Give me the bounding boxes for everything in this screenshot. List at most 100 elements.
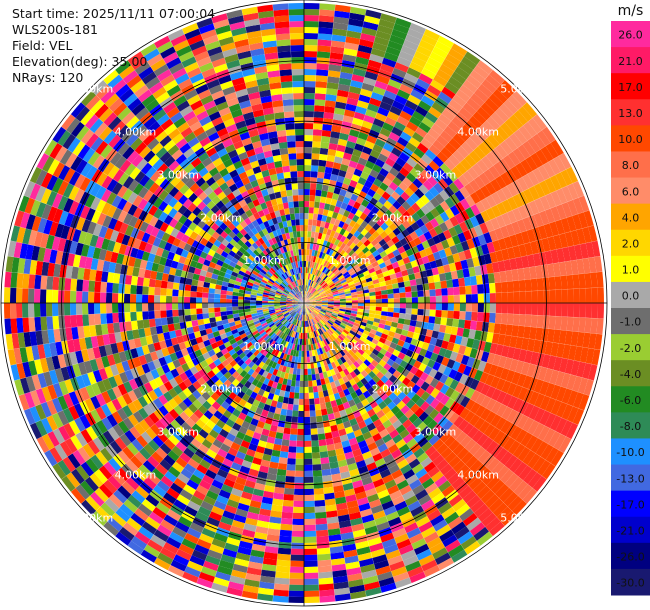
- velocity-gate: [246, 319, 254, 325]
- velocity-gate: [323, 253, 329, 261]
- velocity-gate: [280, 303, 287, 306]
- velocity-gate: [331, 251, 337, 258]
- velocity-gate: [44, 450, 58, 467]
- velocity-gate: [477, 234, 487, 246]
- velocity-gate: [267, 467, 278, 475]
- velocity-gate: [286, 328, 291, 336]
- velocity-gate: [282, 396, 289, 404]
- velocity-gate: [96, 506, 112, 522]
- velocity-gate: [338, 312, 345, 316]
- velocity-gate: [159, 340, 168, 350]
- velocity-gate: [312, 135, 322, 142]
- velocity-gate: [341, 537, 356, 546]
- velocity-gate: [242, 434, 253, 444]
- velocity-gate: [496, 390, 507, 404]
- ray-edge: [303, 302, 587, 412]
- velocity-gate: [381, 191, 391, 201]
- velocity-gate: [304, 182, 311, 190]
- ray-edge: [138, 302, 305, 558]
- velocity-gate: [134, 451, 148, 465]
- velocity-gate: [361, 352, 370, 360]
- velocity-gate: [368, 288, 376, 293]
- velocity-gate: [121, 463, 135, 477]
- velocity-gate: [375, 409, 386, 419]
- velocity-gate: [295, 307, 301, 313]
- velocity-gate: [47, 329, 56, 344]
- velocity-gate: [397, 205, 407, 215]
- velocity-gate: [401, 269, 409, 277]
- velocity-gate: [460, 451, 474, 465]
- velocity-gate: [379, 319, 387, 325]
- velocity-gate: [366, 335, 374, 342]
- velocity-gate: [469, 414, 481, 427]
- velocity-gate: [119, 321, 127, 333]
- velocity-gate: [282, 433, 291, 441]
- velocity-gate: [202, 303, 209, 309]
- velocity-gate: [371, 250, 380, 258]
- velocity-gate: [304, 446, 312, 453]
- velocity-gate: [404, 262, 413, 270]
- velocity-gate: [353, 344, 360, 352]
- velocity-gate: [473, 446, 486, 460]
- velocity-gate: [304, 189, 310, 196]
- velocity-gate: [353, 168, 363, 177]
- velocity-gate: [243, 348, 251, 356]
- velocity-gate: [244, 358, 252, 366]
- velocity-gate: [90, 454, 104, 470]
- velocity-gate: [226, 586, 243, 597]
- velocity-gate: [340, 126, 351, 135]
- velocity-gate: [355, 196, 364, 205]
- velocity-gate: [155, 325, 164, 335]
- velocity-gate: [342, 260, 349, 267]
- velocity-gate: [345, 247, 353, 254]
- velocity-gate: [275, 571, 290, 579]
- velocity-gate: [486, 457, 500, 472]
- velocity-gate: [526, 228, 536, 243]
- velocity-gate: [310, 165, 319, 172]
- velocity-gate: [385, 46, 401, 57]
- velocity-gate: [254, 531, 268, 541]
- velocity-gate: [189, 474, 202, 485]
- velocity-gate: [293, 398, 299, 405]
- velocity-gate: [300, 362, 304, 369]
- velocity-gate: [230, 442, 241, 451]
- velocity-gate: [284, 328, 289, 335]
- velocity-gate: [357, 303, 365, 307]
- velocity-gate: [250, 308, 257, 312]
- velocity-gate: [182, 334, 190, 342]
- velocity-gate: [259, 318, 266, 323]
- velocity-gate: [399, 360, 408, 369]
- ray-edge: [303, 302, 530, 506]
- velocity-gate: [348, 511, 362, 521]
- velocity-gate: [309, 297, 315, 301]
- velocity-gate: [370, 183, 380, 193]
- velocity-gate: [304, 356, 308, 364]
- velocity-gate: [323, 332, 329, 339]
- velocity-gate: [317, 559, 332, 567]
- velocity-gate: [495, 215, 506, 228]
- velocity-gate: [312, 219, 318, 226]
- velocity-gate: [301, 350, 304, 358]
- velocity-gate: [366, 65, 381, 75]
- velocity-gate: [335, 398, 343, 406]
- velocity-gate: [281, 308, 288, 312]
- velocity-gate: [47, 431, 60, 447]
- velocity-gate: [456, 146, 469, 159]
- velocity-gate: [328, 394, 336, 402]
- velocity-gate: [51, 355, 61, 370]
- velocity-gate: [429, 337, 438, 346]
- velocity-gate: [335, 417, 343, 425]
- velocity-gate: [349, 590, 367, 600]
- velocity-gate: [184, 290, 191, 298]
- velocity-gate: [428, 106, 442, 119]
- velocity-gate: [415, 516, 430, 528]
- velocity-gate: [501, 199, 513, 213]
- velocity-gate: [524, 242, 533, 256]
- velocity-gate: [369, 352, 377, 360]
- velocity-gate: [416, 45, 433, 58]
- ray-edge: [89, 302, 305, 518]
- velocity-gate: [387, 293, 394, 299]
- velocity-gate: [151, 451, 164, 464]
- velocity-gate: [539, 180, 551, 196]
- velocity-gate: [572, 392, 584, 409]
